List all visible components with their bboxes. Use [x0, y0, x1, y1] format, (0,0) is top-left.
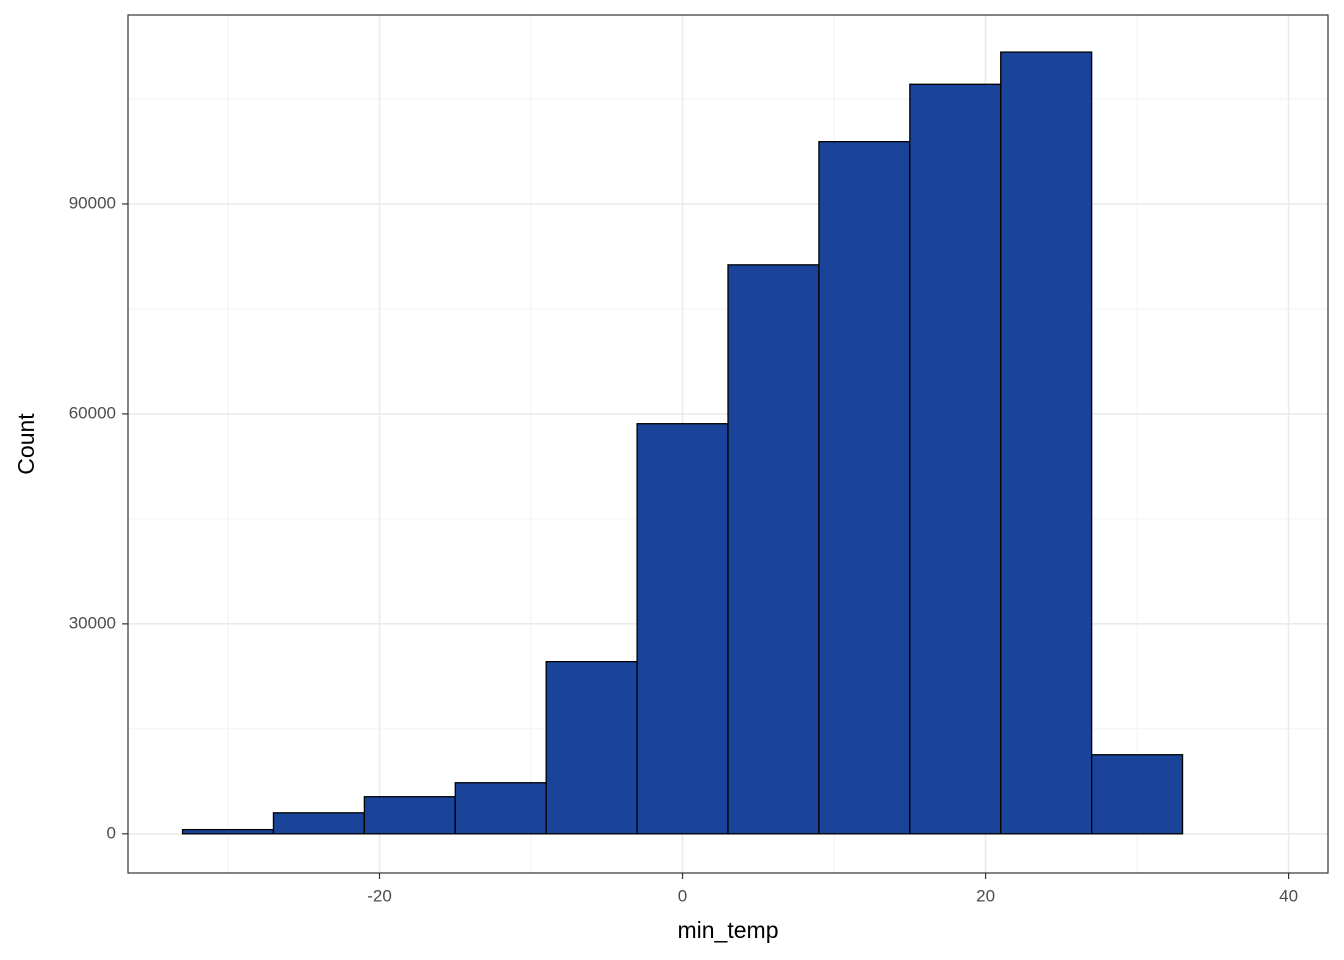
x-tick-label: -20 [367, 886, 392, 905]
bar [454, 782, 547, 835]
panel-border [127, 14, 1329, 874]
bar [909, 83, 1002, 835]
x-tick-label: 20 [976, 886, 995, 905]
y-tick-label: 30000 [69, 613, 116, 632]
x-tick-label: 40 [1279, 886, 1298, 905]
bar [272, 812, 366, 835]
bar [1000, 51, 1093, 835]
x-tick-label: 0 [678, 886, 687, 905]
y-tick-label: 90000 [69, 193, 116, 212]
bar [636, 423, 729, 835]
x-axis-title: min_temp [678, 917, 779, 943]
bar [181, 828, 275, 835]
y-axis-title: Count [13, 413, 39, 475]
y-tick-label: 0 [107, 823, 116, 842]
bar [818, 141, 911, 835]
y-tick-label: 60000 [69, 403, 116, 422]
bar [727, 264, 820, 835]
bar [545, 660, 638, 835]
bar [363, 796, 456, 835]
bar [1090, 754, 1184, 835]
